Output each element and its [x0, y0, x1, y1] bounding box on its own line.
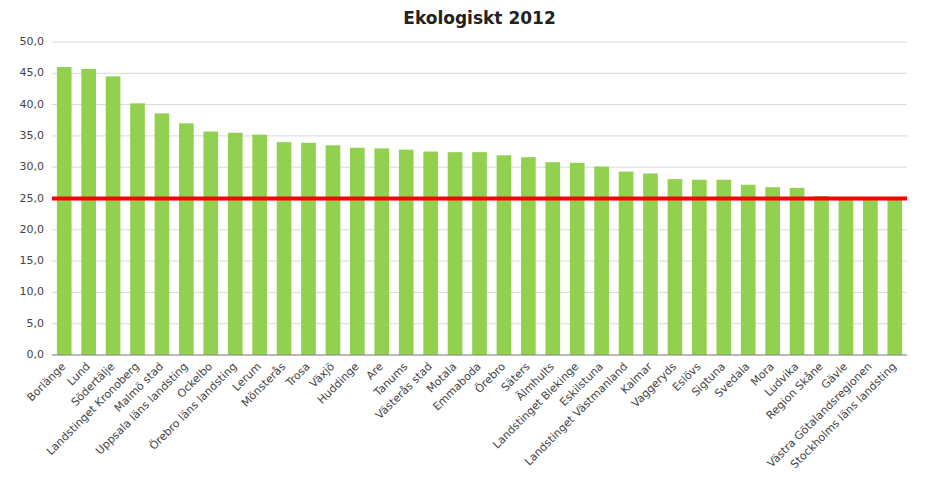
x-tick-label: Trosa [283, 360, 313, 390]
bar [350, 148, 365, 355]
bar [203, 132, 218, 355]
bar [545, 162, 560, 355]
bar [497, 155, 512, 355]
bar [570, 163, 585, 355]
grid-line [52, 355, 907, 356]
bar [643, 173, 658, 355]
x-tick-label: Örebro läns landsting [147, 360, 240, 453]
x-tick-label: Landstinget Kronoberg [44, 360, 142, 458]
bar [472, 152, 487, 355]
bar [448, 152, 463, 355]
bar [106, 76, 121, 355]
y-tick-label: 30,0 [20, 160, 45, 173]
bar [887, 199, 902, 356]
bar [326, 145, 341, 355]
reference-line [52, 197, 907, 201]
x-tick-label: Stockholms läns landsting [788, 360, 899, 471]
grid-line [52, 198, 907, 199]
y-tick-label: 15,0 [20, 254, 45, 267]
bar [692, 180, 707, 355]
bar [863, 199, 878, 356]
y-tick-label: 10,0 [20, 285, 45, 298]
x-tick-label: Mönsterås [239, 360, 289, 410]
bar [521, 157, 536, 355]
y-tick-label: 45,0 [20, 66, 45, 79]
grid-line [52, 73, 907, 74]
y-tick-label: 5,0 [27, 317, 45, 330]
x-tick-label: Uppsala läns landsting [93, 360, 190, 457]
x-tick-label: Borlänge [24, 360, 68, 404]
y-tick-label: 35,0 [20, 129, 45, 142]
title: Ekologiskt 2012 [403, 8, 555, 28]
x-tick-label: Västra Götalandsregionen [765, 360, 875, 470]
x-tick-label: Huddinge [315, 360, 362, 407]
x-tick-label: Svedala [712, 360, 752, 400]
bar [668, 179, 683, 355]
bar [716, 180, 731, 355]
x-tick-label: Västerås stad [373, 360, 435, 422]
bar [399, 150, 414, 355]
plot-area [52, 67, 907, 355]
bar [301, 143, 316, 355]
bar [765, 187, 780, 355]
bar [57, 67, 72, 355]
bar [130, 103, 145, 355]
y-tick-label: 40,0 [20, 98, 45, 111]
x-tick-label: Landstinget Västmanland [522, 360, 630, 468]
x-axis-line [52, 355, 907, 356]
y-tick-label: 25,0 [20, 192, 45, 205]
bar [252, 135, 267, 355]
chart: 0,0 5,0 10,0 15,0 20,0 25,0 30,0 35,0 40,0 45,0 50… [0, 0, 927, 483]
y-tick-label: 50,0 [20, 35, 45, 48]
bar [155, 113, 170, 355]
bar [228, 133, 243, 355]
bar [179, 123, 194, 355]
y-tick-label: 20,0 [20, 223, 45, 236]
bar [81, 69, 96, 355]
bar [814, 196, 829, 355]
bar [839, 198, 854, 355]
bar [374, 148, 389, 355]
bar [423, 152, 438, 355]
bar [594, 167, 609, 355]
grid-line [52, 104, 907, 105]
bar [741, 185, 756, 355]
bar [790, 188, 805, 355]
bar [277, 142, 292, 355]
x-axis: BorlängeLundSödertäljeLandstinget Kronob… [24, 360, 899, 471]
y-axis: 0,0 5,0 10,0 15,0 20,0 25,0 30,0 35,0 40,0 45,0 50… [20, 35, 45, 361]
grid [52, 42, 907, 355]
y-tick-label: 0,0 [27, 348, 45, 361]
grid-line [52, 42, 907, 43]
